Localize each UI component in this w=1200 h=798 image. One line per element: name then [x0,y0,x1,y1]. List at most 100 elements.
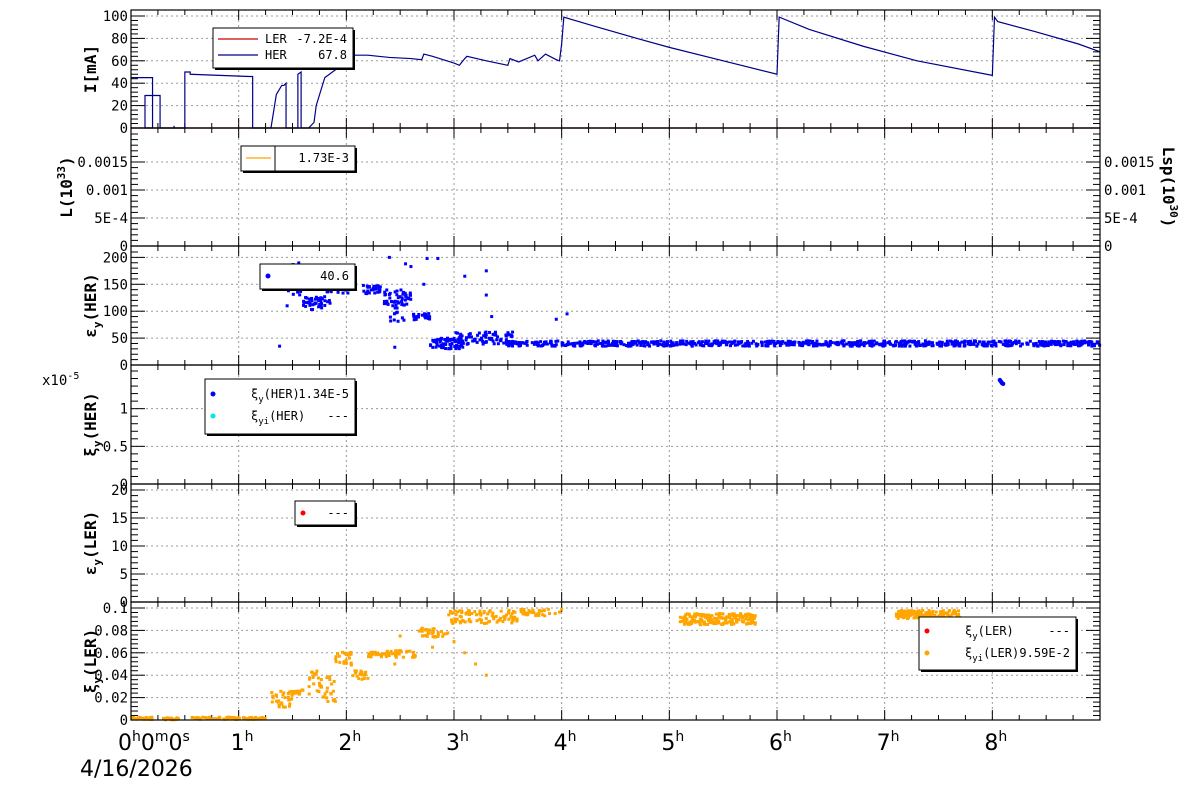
data-point [693,612,697,616]
data-point [976,342,980,346]
data-point [580,341,584,345]
data-point [502,341,506,345]
data-point [1040,342,1044,346]
data-point [423,628,427,632]
data-point [1000,381,1006,387]
data-point [394,649,398,653]
data-point [438,344,442,348]
y-axis-title: ξy(LER) [81,629,104,693]
data-point [318,303,322,307]
data-point [696,341,700,345]
data-point [458,609,462,613]
data-point [589,342,593,346]
data-point [396,296,400,300]
data-point [1044,342,1048,346]
data-point [482,611,486,615]
data-point [940,344,944,348]
data-point [408,649,412,653]
data-point [328,675,332,679]
data-point [308,303,312,307]
data-point [408,293,412,297]
data-point [359,669,363,673]
data-point [417,629,421,633]
data-point [492,333,496,337]
data-point [508,340,512,344]
data-point [1036,344,1040,348]
data-point [325,690,329,694]
data-point [720,616,724,620]
data-point [1028,339,1032,343]
data-point [694,620,698,624]
data-point [304,301,308,305]
data-point [607,342,611,346]
data-point [542,608,546,612]
data-point [923,613,927,617]
data-point [692,619,696,623]
data-point [682,619,686,623]
data-point [850,344,854,348]
data-point [296,290,300,294]
data-point [283,696,287,700]
data-point [287,704,291,708]
data-point [228,716,232,720]
data-point [385,649,389,653]
data-point [499,609,503,613]
data-point [526,613,530,617]
data-point [430,631,434,635]
y-tick-label: 60 [111,54,128,70]
data-point [541,343,545,347]
data-point [921,608,925,612]
data-point [407,297,411,301]
data-point [958,344,962,348]
data-point [318,684,322,688]
data-point [351,674,355,678]
data-point [492,615,496,619]
data-point [478,609,482,613]
data-point [888,340,892,344]
data-point [378,285,382,289]
data-point [755,344,759,348]
data-point [510,612,514,616]
data-point [569,342,573,346]
data-point [1003,343,1007,347]
data-point [441,634,445,638]
legend: ξy(HER)1.34E-5 ξyi(HER) --- [204,378,357,436]
data-point [385,299,389,303]
data-point [484,335,488,339]
data-point [467,613,471,617]
y-axis-title: L(1033) [55,156,76,217]
data-point [565,312,569,316]
data-point [714,622,718,626]
data-point [378,653,382,657]
data-point [747,344,751,348]
data-point [391,652,395,656]
data-point [271,696,275,700]
data-point [498,618,502,622]
data-point [1006,341,1010,345]
data-point [1020,342,1024,346]
data-point [484,269,488,273]
data-point [1057,343,1061,347]
data-point [906,616,910,620]
data-point [588,340,592,344]
data-point [944,611,948,615]
data-point [665,344,669,348]
data-point [505,342,509,346]
data-point [453,617,457,621]
data-point [737,342,741,346]
data-point [389,300,393,304]
data-point [422,312,426,316]
data-point [790,340,794,344]
data-point [344,661,348,665]
data-point [700,614,704,618]
data-point [372,284,376,288]
data-point [333,698,337,702]
data-point [924,341,928,345]
data-point [870,344,874,348]
data-point [325,676,329,680]
data-point [748,616,752,620]
data-point [736,340,740,344]
data-point [894,340,898,344]
data-point [1062,343,1066,347]
data-point [459,332,463,336]
